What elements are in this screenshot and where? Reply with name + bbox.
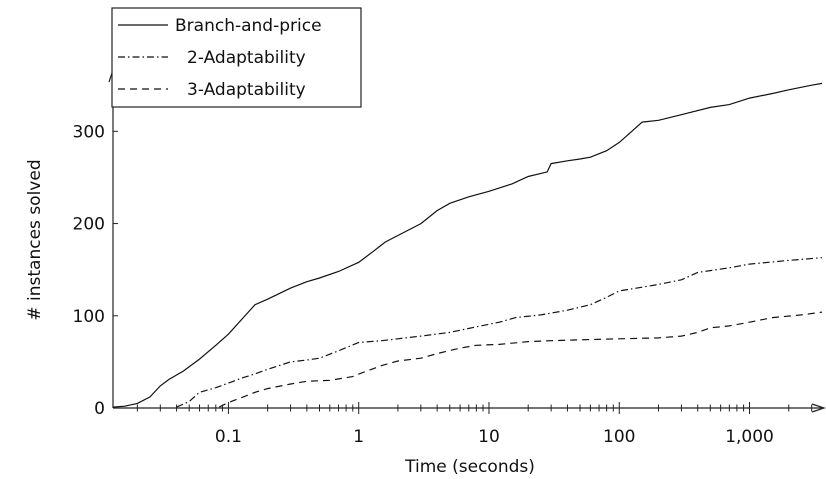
x-axis-title: Time (seconds) — [404, 457, 535, 477]
legend: Branch-and-price 2-Adaptability 3-Adapta… — [111, 7, 362, 108]
x-tick-label: 1,000 — [725, 427, 774, 447]
x-axis-arrowhead — [811, 403, 826, 413]
legend-item-3-adaptability: 3-Adaptability — [118, 80, 306, 100]
legend-label-2-adaptability: 2-Adaptability — [187, 48, 306, 68]
y-tick-label: 300 — [73, 122, 105, 142]
legend-label-3-adaptability: 3-Adaptability — [187, 80, 306, 100]
y-axis-ticks: 0 100 200 300 — [73, 122, 118, 419]
legend-item-2-adaptability: 2-Adaptability — [118, 48, 306, 68]
x-tick-label: 10 — [478, 427, 500, 447]
axes — [108, 68, 826, 413]
y-axis-title: # instances solved — [25, 159, 45, 320]
x-tick-label: 0.1 — [215, 427, 242, 447]
series-line-branch-and-price — [112, 82, 823, 408]
plot-area — [112, 82, 823, 408]
legend-label-branch-and-price: Branch-and-price — [175, 16, 322, 36]
legend-item-branch-and-price: Branch-and-price — [118, 16, 322, 36]
series-line-2-adaptability — [176, 257, 823, 408]
x-tick-label: 100 — [603, 427, 635, 447]
y-tick-label: 0 — [94, 399, 105, 419]
y-tick-label: 200 — [73, 215, 105, 235]
series-line-3-adaptability — [218, 311, 823, 408]
x-tick-label: 1 — [353, 427, 364, 447]
x-axis-ticks: 0.1 1 10 100 1,000 — [136, 402, 813, 447]
y-tick-label: 100 — [73, 307, 105, 327]
